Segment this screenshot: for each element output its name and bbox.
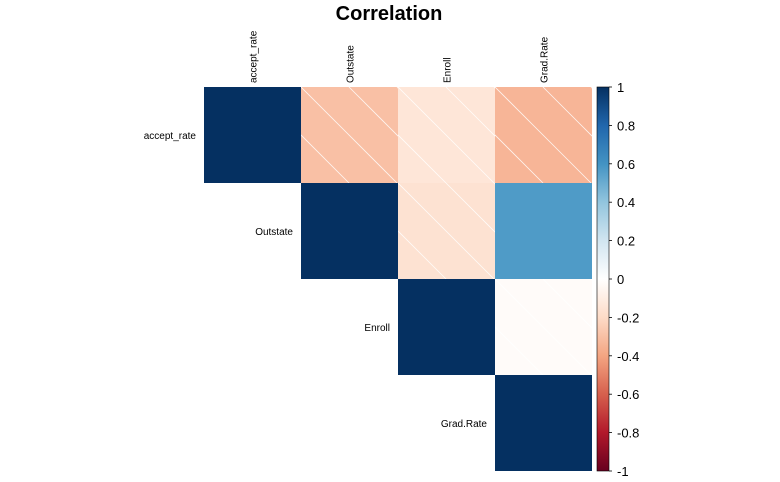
cell-accept_rate-accept_rate bbox=[204, 87, 301, 183]
colorbar-tick-label: 0 bbox=[617, 272, 624, 287]
column-label-Outstate: Outstate bbox=[346, 45, 357, 83]
colorbar-gradient bbox=[596, 86, 610, 472]
colorbar-tick-label: 0.4 bbox=[617, 195, 635, 210]
column-label-accept_rate: accept_rate bbox=[249, 30, 260, 83]
row-label-Grad.Rate: Grad.Rate bbox=[441, 419, 488, 430]
negative-hatching bbox=[301, 87, 592, 375]
chart-title: Correlation bbox=[336, 3, 443, 25]
column-label-Grad.Rate: Grad.Rate bbox=[540, 36, 551, 83]
cell-Outstate-Grad.Rate bbox=[495, 183, 592, 279]
row-labels: accept_rate Outstate Enroll Grad.Rate bbox=[144, 131, 488, 430]
column-labels: accept_rate Outstate Enroll Grad.Rate bbox=[249, 30, 551, 83]
colorbar-tick-label: -0.6 bbox=[617, 387, 639, 402]
hatch-accept_rate-Outstate bbox=[301, 87, 398, 183]
colorbar-tick-label: 1 bbox=[617, 80, 624, 95]
cell-Enroll-Enroll bbox=[398, 279, 495, 375]
colorbar-tick-label: -0.8 bbox=[617, 426, 639, 441]
row-label-accept_rate: accept_rate bbox=[144, 131, 197, 142]
row-label-Enroll: Enroll bbox=[364, 323, 390, 334]
colorbar-legend: 1 0.8 0.6 0.4 0.2 0 -0.2 -0.4 -0.6 -0.8 -1 bbox=[596, 80, 639, 479]
colorbar-tick-label: -0.4 bbox=[617, 349, 639, 364]
cell-Grad.Rate-Grad.Rate bbox=[495, 375, 592, 471]
hatch-Outstate-Enroll bbox=[398, 183, 495, 279]
colorbar-tick-label: 0.2 bbox=[617, 234, 635, 249]
colorbar-tick-label: -1 bbox=[617, 464, 629, 479]
colorbar-tick-label: 0.6 bbox=[617, 157, 635, 172]
column-label-Enroll: Enroll bbox=[443, 57, 454, 83]
colorbar-tick-label: 0.8 bbox=[617, 118, 635, 133]
hatch-accept_rate-Grad.Rate bbox=[495, 87, 592, 183]
cell-Outstate-Outstate bbox=[301, 183, 398, 279]
hatch-Enroll-Grad.Rate bbox=[495, 279, 592, 375]
row-label-Outstate: Outstate bbox=[255, 227, 293, 238]
heatmap-cells bbox=[204, 87, 592, 471]
hatch-accept_rate-Enroll bbox=[398, 87, 495, 183]
colorbar-tick-label: -0.2 bbox=[617, 310, 639, 325]
